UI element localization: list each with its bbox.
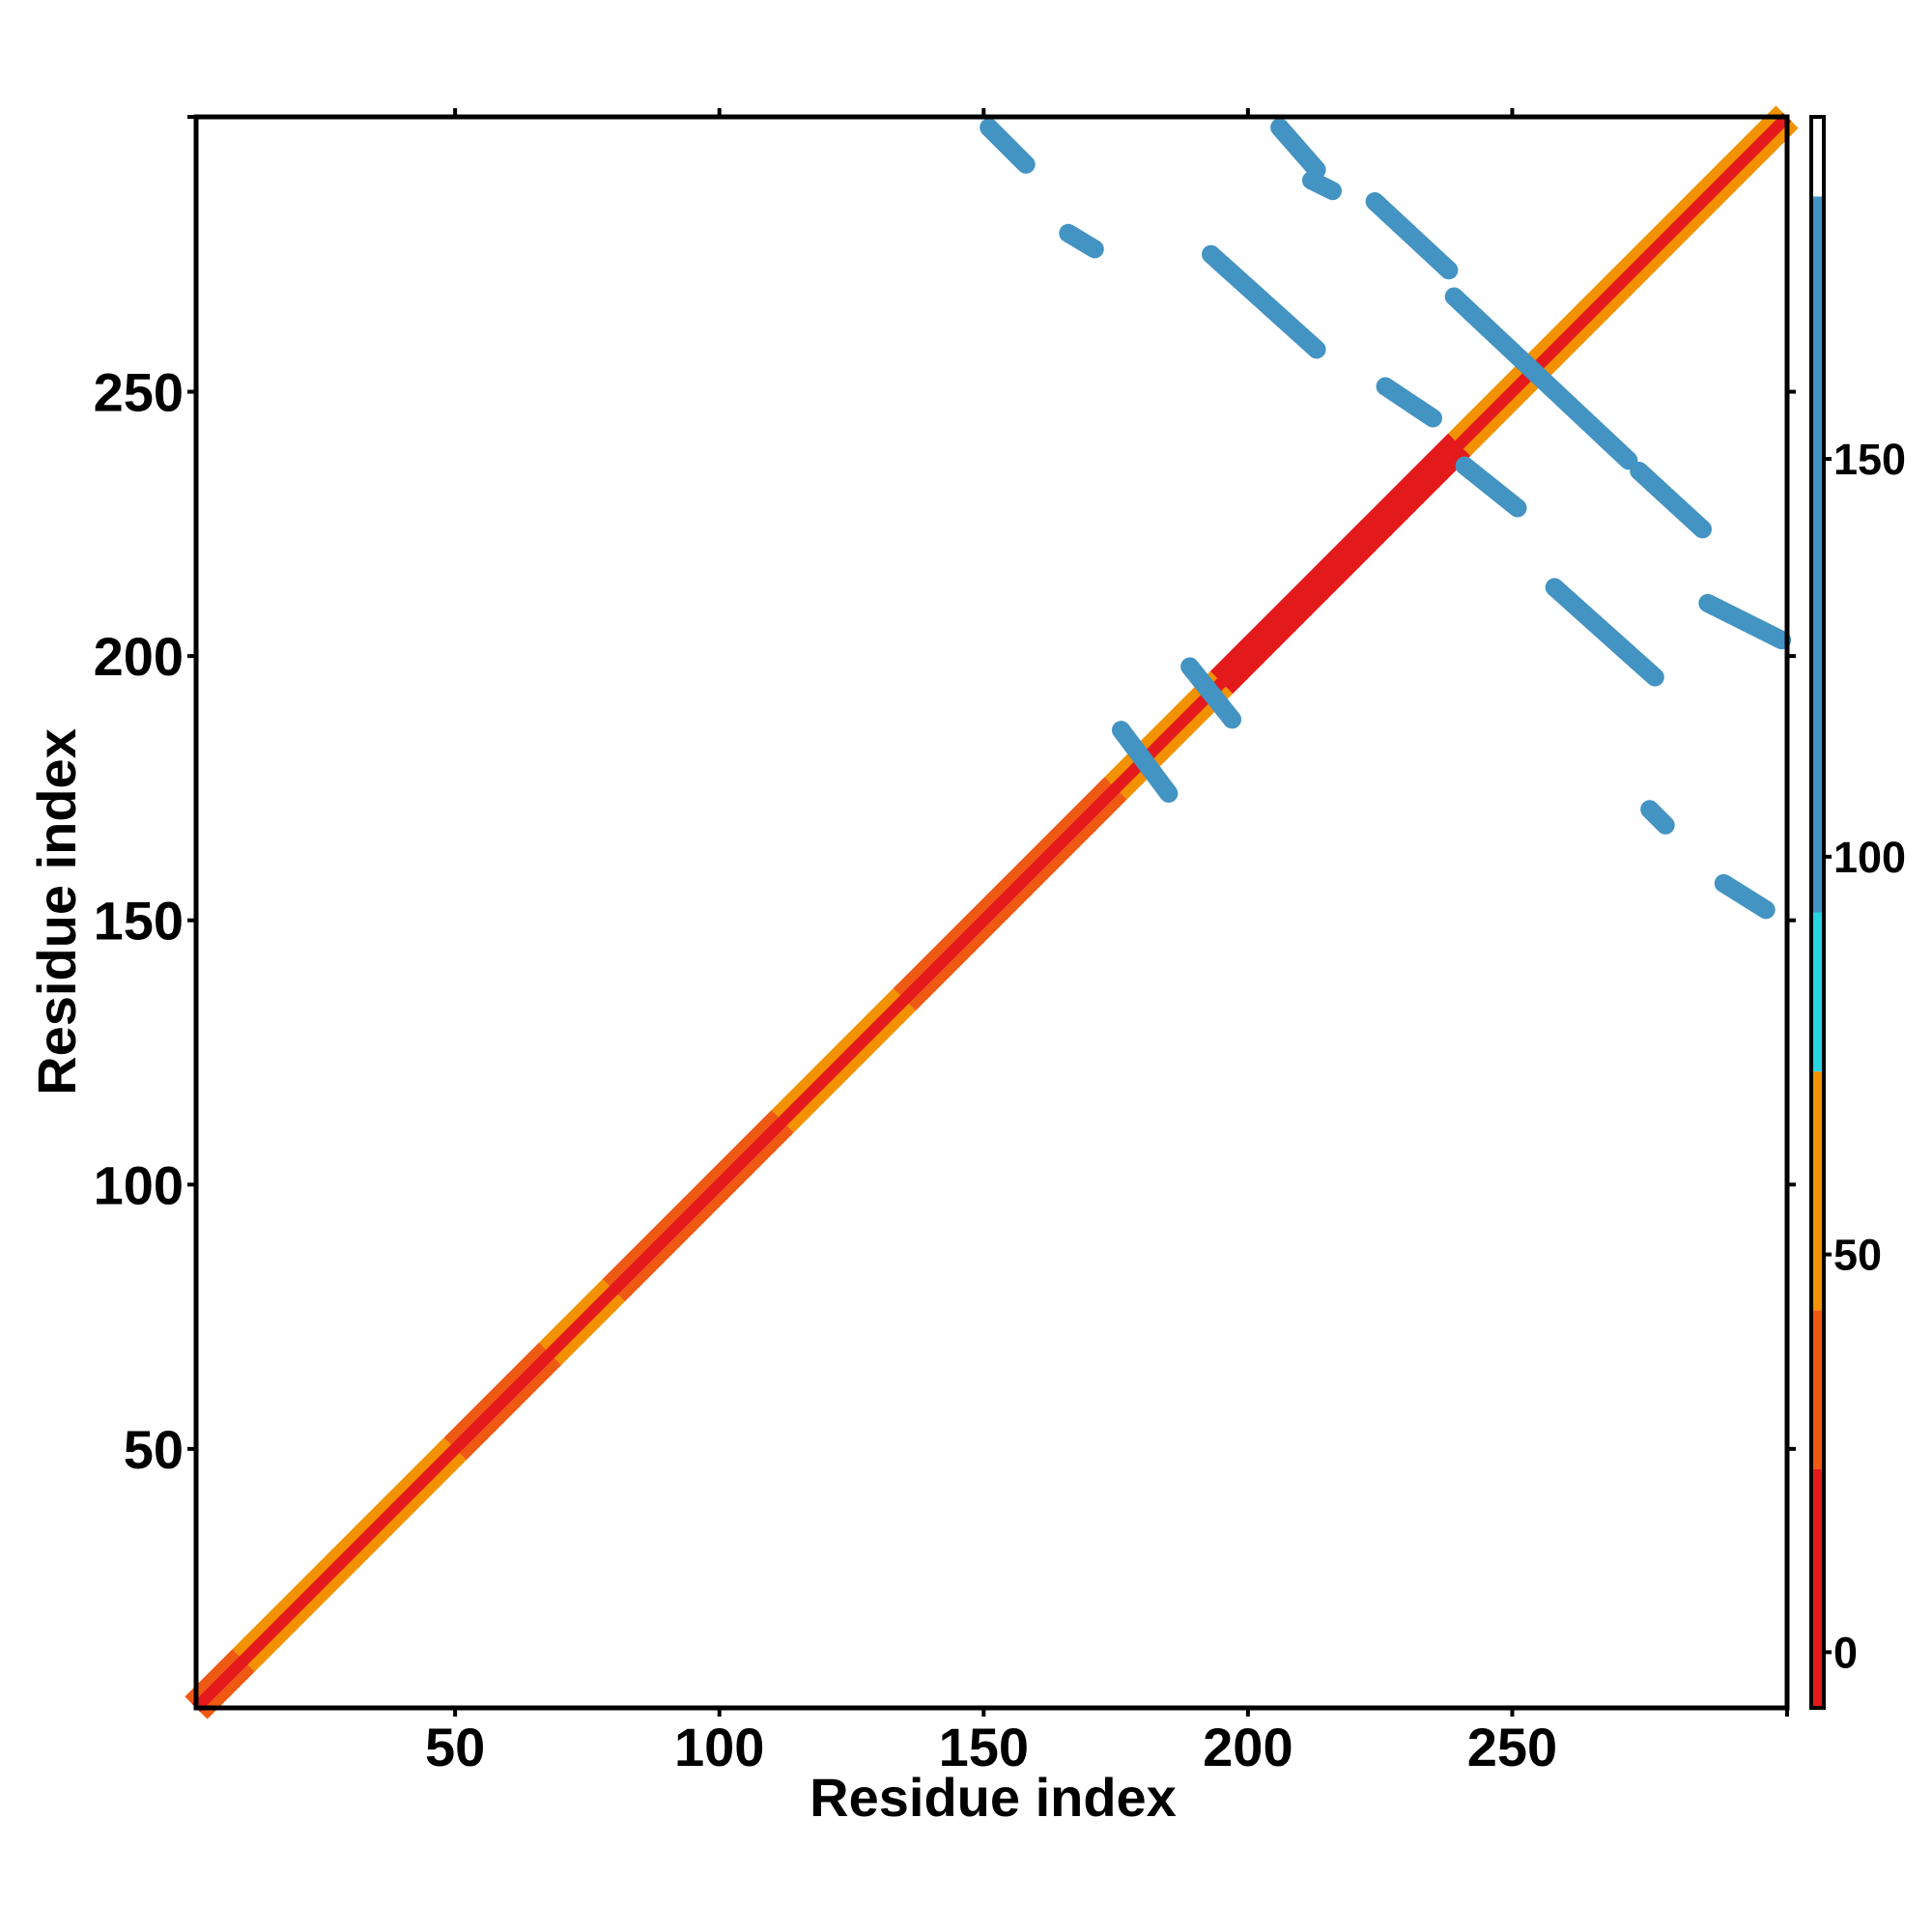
x-tick-label-0: 50	[425, 1717, 485, 1777]
heatmap-plot-area	[185, 105, 1799, 1719]
colorbar-band-0	[1811, 1468, 1824, 1708]
contact-streak-2	[1270, 118, 1326, 180]
contact-streak-3	[1301, 171, 1343, 201]
colorbar	[1809, 115, 1826, 1710]
colorbar-band-3	[1811, 912, 1824, 1072]
contact-streak-10	[1545, 578, 1664, 687]
y-tick-label-1: 100	[94, 1154, 184, 1215]
contact-streak-5	[1365, 191, 1459, 280]
contact-streak-6	[1444, 287, 1638, 470]
contact-streak-9	[1630, 462, 1713, 539]
contact-streak-13	[1714, 873, 1776, 920]
x-tick-label-3: 200	[1203, 1717, 1293, 1777]
contact-streak-8	[1455, 456, 1527, 518]
contact-streak-0	[980, 118, 1036, 174]
y-axis-ticks: 50 100 150 200 250	[94, 115, 1796, 1480]
contact-streak-11	[1698, 593, 1792, 650]
diagonal-line	[191, 112, 1792, 1713]
colorbar-ticks: 0 50 100 150	[1824, 435, 1906, 1677]
y-tick-label-4: 250	[94, 362, 184, 423]
colorbar-band-5	[1811, 117, 1824, 197]
x-axis-ticks: 50 100 150 200 250	[425, 108, 1789, 1777]
y-tick-label-3: 200	[94, 626, 184, 687]
colorbar-frame	[1809, 115, 1826, 1710]
colorbar-tick-label-1: 50	[1833, 1231, 1882, 1280]
contact-streak-14	[1111, 721, 1179, 803]
contact-streak-1	[1059, 223, 1104, 259]
y-tick-label-0: 50	[124, 1419, 184, 1480]
x-axis-label: Residue index	[810, 1767, 1177, 1828]
y-axis-label: Residue index	[26, 728, 87, 1095]
x-tick-label-1: 100	[674, 1717, 764, 1777]
colorbar-tick-label-3: 150	[1833, 435, 1906, 484]
x-tick-label-4: 250	[1467, 1717, 1557, 1777]
y-tick-label-2: 150	[94, 891, 184, 952]
colorbar-band-1	[1811, 1310, 1824, 1469]
colorbar-band-2	[1811, 1071, 1824, 1311]
x-tick-label-2: 150	[939, 1717, 1029, 1777]
colorbar-band-4	[1811, 196, 1824, 913]
contact-streak-12	[1640, 800, 1675, 835]
contact-streak-7	[1376, 377, 1442, 428]
colorbar-tick-label-2: 100	[1833, 833, 1906, 882]
plot-frame	[193, 114, 1790, 1711]
colorbar-tick-label-0: 0	[1833, 1628, 1858, 1677]
contact-streak-4	[1202, 244, 1326, 359]
contact-streak-15	[1180, 657, 1242, 729]
